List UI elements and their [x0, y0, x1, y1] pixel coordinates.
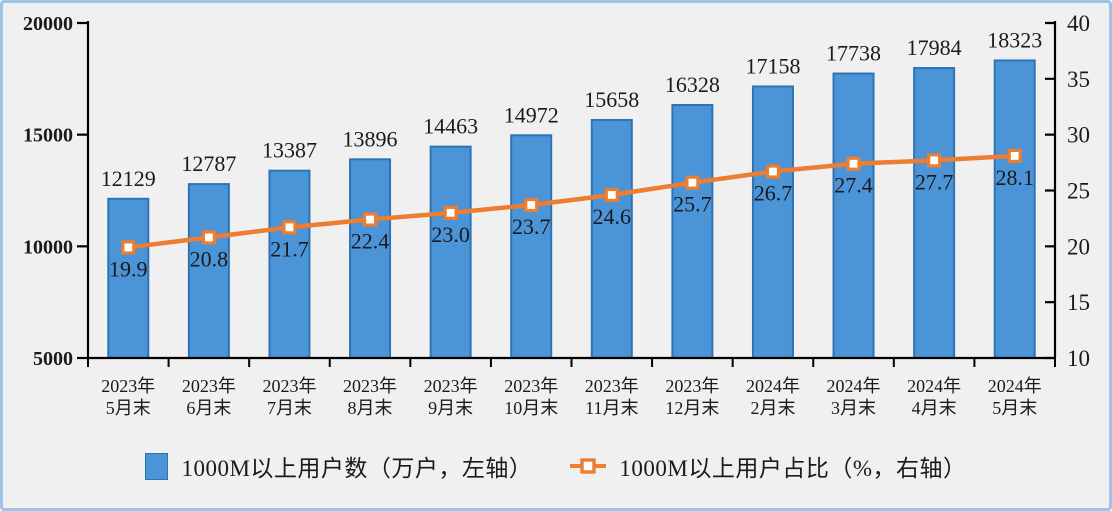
x-axis-category-label-year: 2023年 [343, 376, 397, 396]
x-axis-category-label-year: 2024年 [746, 376, 800, 396]
x-axis-category-label-year: 2023年 [665, 376, 719, 396]
bar [913, 67, 956, 360]
legend-item-bar-series: 1000M以上用户数（万户，左轴） [145, 449, 532, 483]
bar-value-label: 14463 [423, 114, 478, 139]
bar [671, 104, 714, 360]
x-axis-category-label-year: 2023年 [101, 376, 155, 396]
bar [349, 158, 392, 359]
line-value-label: 21.7 [270, 236, 309, 261]
x-axis-category-label-month: 12月末 [665, 398, 719, 418]
x-axis-category-label-month: 11月末 [585, 398, 638, 418]
line-marker [443, 205, 458, 220]
bar-value-label: 17158 [745, 53, 800, 78]
bar-value-label: 12129 [101, 166, 156, 191]
bar [832, 72, 875, 359]
combo-chart: 12129 12787 13387 13896 14463 14972 15658 16328… [23, 11, 1090, 418]
x-axis-category-label-month: 6月末 [186, 398, 231, 418]
bar [590, 118, 633, 360]
left-axis-tick-label: 20000 [23, 13, 73, 35]
x-axis-category-label-year: 2024年 [827, 376, 881, 396]
bar [993, 59, 1036, 359]
bar-value-label: 14972 [504, 102, 559, 127]
line-value-label: 27.7 [915, 169, 954, 194]
x-axis-category-label-month: 2月末 [750, 398, 795, 418]
bar-series-swatch-icon [145, 452, 169, 480]
line-value-label: 24.6 [593, 204, 632, 229]
bar [268, 169, 311, 359]
line-marker [524, 197, 539, 213]
bar-value-label: 16328 [665, 72, 720, 97]
bar-value-label: 15658 [584, 87, 639, 112]
line-value-label: 22.4 [351, 229, 390, 254]
line-series-legend-label: 1000M以上用户占比（%，右轴） [619, 456, 967, 481]
x-axis-category-label-month: 3月末 [831, 398, 876, 418]
left-axis-tick-label: 5000 [33, 348, 73, 370]
x-axis-category-label-month: 8月末 [348, 398, 393, 418]
x-axis-category-label-month: 9月末 [428, 398, 473, 418]
line-series [128, 153, 1015, 250]
bar-value-label: 13387 [262, 138, 317, 163]
x-axis-category-label-year: 2023年 [182, 376, 236, 396]
x-axis-category-label-month: 4月末 [912, 398, 957, 418]
right-axis-tick-label: 20 [1067, 234, 1090, 259]
right-axis-tick-label: 10 [1067, 346, 1090, 371]
line-marker [604, 187, 619, 203]
x-axis-category-label-year: 2024年 [907, 376, 961, 396]
right-axis-tick-label: 15 [1067, 290, 1090, 315]
line-marker [282, 220, 297, 235]
bar-value-label: 12787 [181, 151, 236, 176]
line-marker [121, 240, 136, 255]
x-axis-category-label-month: 7月末 [267, 398, 312, 418]
line-value-label: 23.7 [512, 214, 551, 239]
line-marker [927, 153, 942, 168]
line-marker [201, 230, 216, 245]
right-axis-tick-label: 30 [1067, 123, 1090, 148]
bar-series-legend-label: 1000M以上用户数（万户，左轴） [181, 456, 533, 481]
line-marker [685, 175, 700, 190]
right-axis-tick-label: 25 [1067, 179, 1090, 204]
line-value-label: 26.7 [754, 181, 793, 206]
left-axis-tick-label: 15000 [23, 125, 73, 147]
left-axis-tick-label: 10000 [23, 236, 73, 258]
x-axis-category-label-year: 2023年 [424, 376, 478, 396]
x-axis-category-label-month: 5月末 [106, 398, 151, 418]
x-axis-category-label-month: 5月末 [992, 398, 1037, 418]
x-axis-category-label-year: 2023年 [262, 376, 316, 396]
x-axis-category-label-year: 2024年 [988, 376, 1042, 396]
line-marker [1007, 148, 1022, 163]
bar [107, 197, 150, 359]
line-value-label: 19.9 [109, 256, 148, 281]
x-axis-category-label-year: 2023年 [504, 376, 558, 396]
line-value-label: 27.4 [834, 173, 873, 198]
line-marker [846, 156, 861, 171]
x-axis-category-label-month: 10月末 [504, 398, 558, 418]
bar [751, 85, 794, 359]
x-axis-category-label-year: 2023年 [585, 376, 639, 396]
legend-item-line-series: 1000M以上用户占比（%，右轴） [570, 449, 966, 483]
bar [429, 145, 472, 359]
right-axis-tick-label: 35 [1067, 67, 1090, 92]
bar [510, 134, 553, 359]
bar-value-label: 18323 [987, 27, 1042, 52]
line-marker [362, 212, 378, 227]
line-value-label: 28.1 [995, 165, 1034, 190]
line-series-marker-icon [570, 458, 607, 474]
line-marker [765, 164, 781, 179]
line-value-label: 20.8 [190, 246, 229, 271]
right-axis-tick-label: 40 [1067, 11, 1090, 36]
chart-legend: 1000M以上用户数（万户，左轴） 1000M以上用户占比（%，右轴） [3, 446, 1109, 486]
line-value-label: 23.0 [431, 222, 470, 247]
bar [187, 183, 230, 359]
line-value-label: 25.7 [673, 192, 712, 217]
bar-value-label: 17738 [826, 41, 881, 66]
bar-value-label: 17984 [907, 35, 962, 60]
bar-value-label: 13896 [343, 126, 398, 151]
